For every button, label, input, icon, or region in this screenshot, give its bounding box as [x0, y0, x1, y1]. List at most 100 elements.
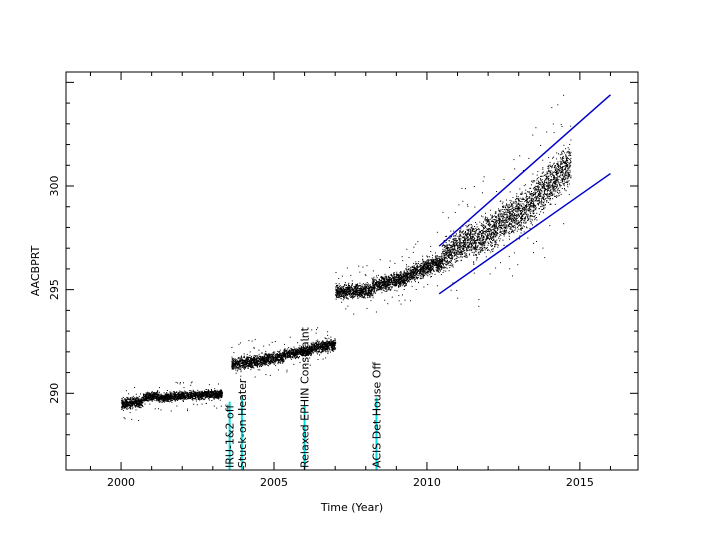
data-point — [334, 344, 336, 346]
data-point — [178, 396, 180, 398]
data-point — [241, 360, 243, 362]
data-point — [334, 348, 336, 350]
data-point — [251, 365, 253, 367]
data-point — [136, 400, 138, 402]
data-point — [134, 406, 136, 407]
data-point — [276, 359, 278, 360]
data-point — [257, 369, 259, 371]
data-point — [364, 293, 366, 295]
data-point — [324, 350, 326, 352]
data-point — [195, 391, 197, 393]
data-point — [124, 405, 126, 407]
data-point — [160, 395, 162, 396]
data-point — [187, 408, 188, 410]
data-point — [155, 396, 157, 397]
data-point — [357, 287, 359, 289]
data-point — [153, 399, 155, 401]
data-point — [219, 395, 221, 397]
data-point — [197, 392, 199, 394]
data-point — [279, 353, 281, 355]
data-point — [256, 360, 258, 362]
data-point — [305, 349, 307, 351]
data-point — [141, 404, 143, 406]
data-point — [235, 367, 237, 369]
data-point — [128, 401, 130, 403]
data-point — [278, 360, 280, 361]
data-point — [239, 365, 241, 367]
data-point — [263, 358, 265, 359]
data-point — [192, 398, 194, 400]
data-point — [180, 390, 182, 392]
data-point — [267, 356, 269, 358]
data-point — [332, 350, 334, 352]
data-point — [237, 362, 239, 364]
data-point — [167, 393, 169, 395]
data-point — [205, 394, 207, 396]
data-point — [130, 400, 132, 402]
data-point — [121, 408, 123, 410]
data-point — [138, 420, 140, 421]
data-point — [366, 292, 368, 294]
data-point — [250, 359, 252, 361]
data-point — [142, 397, 144, 399]
data-point — [138, 395, 140, 397]
data-point — [233, 360, 235, 362]
data-point — [184, 395, 186, 397]
data-point — [163, 397, 164, 399]
data-point — [147, 397, 149, 399]
data-point — [121, 404, 123, 406]
data-point — [292, 353, 294, 355]
data-point — [264, 360, 266, 362]
data-point — [187, 410, 188, 412]
data-point — [259, 364, 261, 366]
data-point — [352, 293, 354, 295]
data-point — [344, 282, 346, 284]
data-point — [295, 351, 297, 352]
data-point — [281, 357, 283, 359]
data-point — [364, 285, 366, 287]
data-point — [146, 395, 148, 397]
data-point — [213, 398, 215, 400]
data-point — [310, 342, 312, 344]
data-point — [191, 396, 193, 398]
data-point — [325, 357, 327, 359]
data-point — [298, 347, 300, 349]
data-point — [197, 394, 198, 396]
data-point — [204, 390, 205, 392]
data-point — [270, 363, 272, 365]
data-point — [308, 349, 310, 351]
data-point — [240, 371, 242, 373]
data-point — [329, 349, 331, 351]
data-point — [251, 357, 252, 359]
data-point — [138, 398, 140, 400]
data-point — [130, 405, 132, 407]
data-point — [220, 393, 222, 395]
data-point — [147, 393, 149, 395]
data-point — [236, 364, 238, 366]
data-point — [314, 344, 315, 345]
data-point — [254, 358, 256, 360]
data-point — [243, 361, 245, 363]
data-point — [127, 398, 128, 400]
data-point — [151, 391, 153, 393]
data-point — [122, 407, 124, 409]
data-point — [179, 398, 181, 400]
data-point — [159, 399, 161, 401]
data-point — [218, 383, 219, 385]
data-point — [243, 367, 245, 369]
data-point — [335, 292, 337, 294]
data-point — [209, 392, 211, 393]
data-point — [306, 350, 308, 352]
data-point — [354, 295, 356, 297]
data-point — [159, 401, 161, 403]
data-point — [323, 347, 324, 349]
data-point — [267, 360, 269, 362]
data-point — [272, 360, 273, 362]
data-point — [183, 396, 184, 398]
data-point — [247, 361, 249, 363]
data-point — [247, 358, 249, 360]
data-point — [171, 398, 173, 399]
data-point — [309, 364, 311, 366]
data-point — [197, 398, 199, 400]
data-point — [259, 359, 261, 361]
